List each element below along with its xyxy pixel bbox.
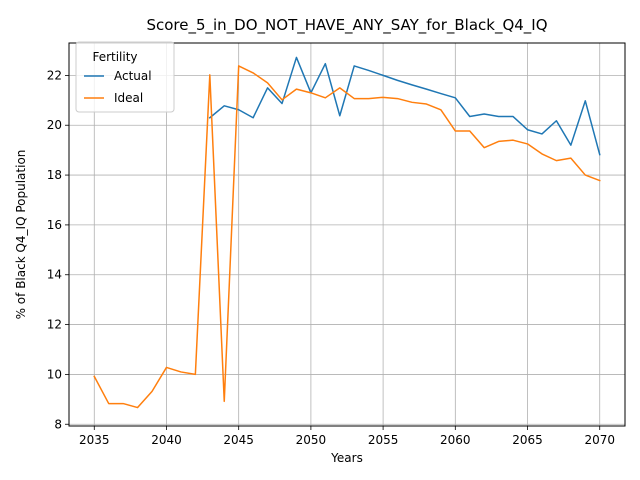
y-tick-label: 8 — [54, 417, 62, 431]
y-tick-label: 10 — [47, 367, 62, 381]
y-axis: 8 10 12 14 16 18 20 22 — [47, 68, 69, 431]
legend-box — [75, 41, 175, 113]
x-tick-label: 2040 — [151, 433, 182, 447]
series-line-ideal — [93, 65, 601, 409]
x-axis-label: Years — [330, 451, 363, 465]
y-tick-label: 12 — [47, 318, 62, 332]
grid-lines — [69, 43, 625, 426]
x-tick-label: 2035 — [79, 433, 110, 447]
x-tick-label: 2050 — [296, 433, 327, 447]
y-tick-label: 18 — [47, 168, 62, 182]
x-tick-label: 2045 — [223, 433, 254, 447]
y-tick-label: 14 — [47, 268, 62, 282]
y-tick-label: 20 — [47, 118, 62, 132]
series-line-actual — [208, 56, 601, 156]
x-tick-label: 2070 — [584, 433, 615, 447]
legend-title: Fertility — [92, 50, 137, 64]
x-tick-label: 2060 — [440, 433, 471, 447]
y-tick-label: 22 — [47, 68, 62, 82]
legend-label-actual: Actual — [114, 69, 152, 83]
y-tick-label: 16 — [47, 218, 62, 232]
chart-title: Score_5_in_DO_NOT_HAVE_ANY_SAY_for_Black… — [146, 16, 547, 35]
legend-label-ideal: Ideal — [114, 91, 143, 105]
plot-frame — [68, 42, 626, 427]
x-tick-label: 2065 — [512, 433, 543, 447]
y-axis-label: % of Black Q4_IQ Population — [14, 150, 28, 320]
legend: Fertility Actual Ideal — [75, 41, 175, 113]
x-axis: 2035 2040 2045 2050 2055 2060 2065 2070 — [79, 426, 615, 447]
x-tick-label: 2055 — [368, 433, 399, 447]
series-lines — [93, 56, 601, 409]
